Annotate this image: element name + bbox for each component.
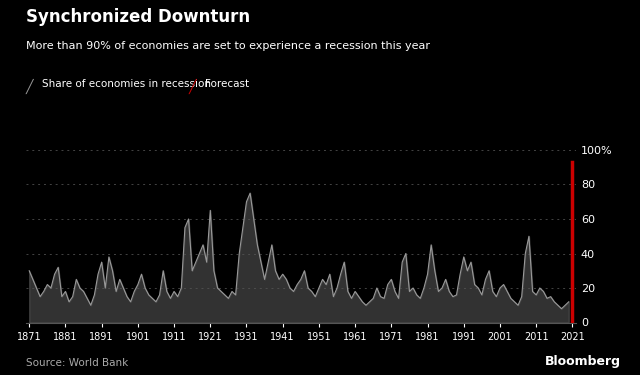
Text: Forecast: Forecast xyxy=(205,79,249,89)
Text: Synchronized Downturn: Synchronized Downturn xyxy=(26,8,250,26)
Text: ╱: ╱ xyxy=(26,79,33,94)
Text: Source: World Bank: Source: World Bank xyxy=(26,357,128,368)
Text: Share of economies in recession: Share of economies in recession xyxy=(42,79,211,89)
Text: Bloomberg: Bloomberg xyxy=(545,354,621,368)
Text: More than 90% of economies are set to experience a recession this year: More than 90% of economies are set to ex… xyxy=(26,41,429,51)
Text: ╱: ╱ xyxy=(189,79,196,94)
